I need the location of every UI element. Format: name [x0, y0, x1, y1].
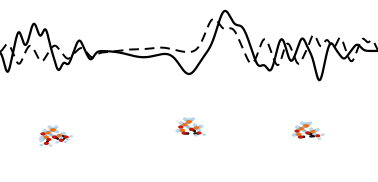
- Circle shape: [304, 125, 308, 127]
- Circle shape: [48, 126, 51, 128]
- Circle shape: [192, 118, 195, 120]
- Circle shape: [40, 139, 43, 141]
- Circle shape: [305, 122, 307, 124]
- Circle shape: [179, 126, 183, 128]
- Circle shape: [54, 126, 58, 128]
- Circle shape: [44, 136, 48, 138]
- Circle shape: [195, 127, 198, 129]
- Circle shape: [311, 130, 315, 132]
- Circle shape: [179, 122, 182, 124]
- Circle shape: [296, 126, 299, 128]
- Circle shape: [187, 121, 191, 123]
- Circle shape: [182, 132, 186, 134]
- Circle shape: [316, 135, 320, 137]
- Circle shape: [292, 134, 295, 136]
- Circle shape: [299, 128, 303, 130]
- Circle shape: [176, 130, 179, 132]
- Circle shape: [44, 143, 48, 145]
- Circle shape: [297, 133, 301, 135]
- Circle shape: [314, 134, 317, 135]
- Circle shape: [189, 128, 194, 130]
- Circle shape: [183, 124, 187, 126]
- Circle shape: [59, 139, 63, 141]
- Circle shape: [310, 128, 313, 130]
- Circle shape: [316, 129, 319, 130]
- Circle shape: [60, 137, 63, 139]
- Circle shape: [57, 134, 62, 136]
- Circle shape: [321, 134, 324, 135]
- Circle shape: [53, 136, 57, 138]
- Circle shape: [188, 118, 190, 120]
- Circle shape: [47, 139, 51, 141]
- Circle shape: [46, 132, 50, 134]
- Circle shape: [194, 135, 197, 136]
- Circle shape: [51, 129, 55, 131]
- Circle shape: [67, 139, 69, 140]
- Circle shape: [318, 138, 321, 139]
- Circle shape: [56, 142, 59, 143]
- Circle shape: [40, 137, 43, 139]
- Circle shape: [56, 131, 59, 133]
- Circle shape: [43, 130, 46, 131]
- Circle shape: [40, 145, 43, 146]
- Circle shape: [180, 129, 184, 131]
- Circle shape: [49, 145, 52, 146]
- Circle shape: [295, 130, 299, 132]
- Circle shape: [62, 133, 65, 134]
- Circle shape: [183, 118, 186, 120]
- Circle shape: [64, 141, 67, 143]
- Circle shape: [41, 133, 45, 135]
- Circle shape: [197, 129, 200, 131]
- Circle shape: [301, 122, 304, 124]
- Circle shape: [306, 132, 310, 134]
- Circle shape: [203, 134, 205, 135]
- Circle shape: [64, 136, 68, 138]
- Circle shape: [309, 122, 312, 124]
- Circle shape: [70, 136, 73, 137]
- Circle shape: [298, 136, 302, 138]
- Circle shape: [197, 132, 201, 134]
- Circle shape: [193, 124, 196, 126]
- Circle shape: [200, 125, 203, 127]
